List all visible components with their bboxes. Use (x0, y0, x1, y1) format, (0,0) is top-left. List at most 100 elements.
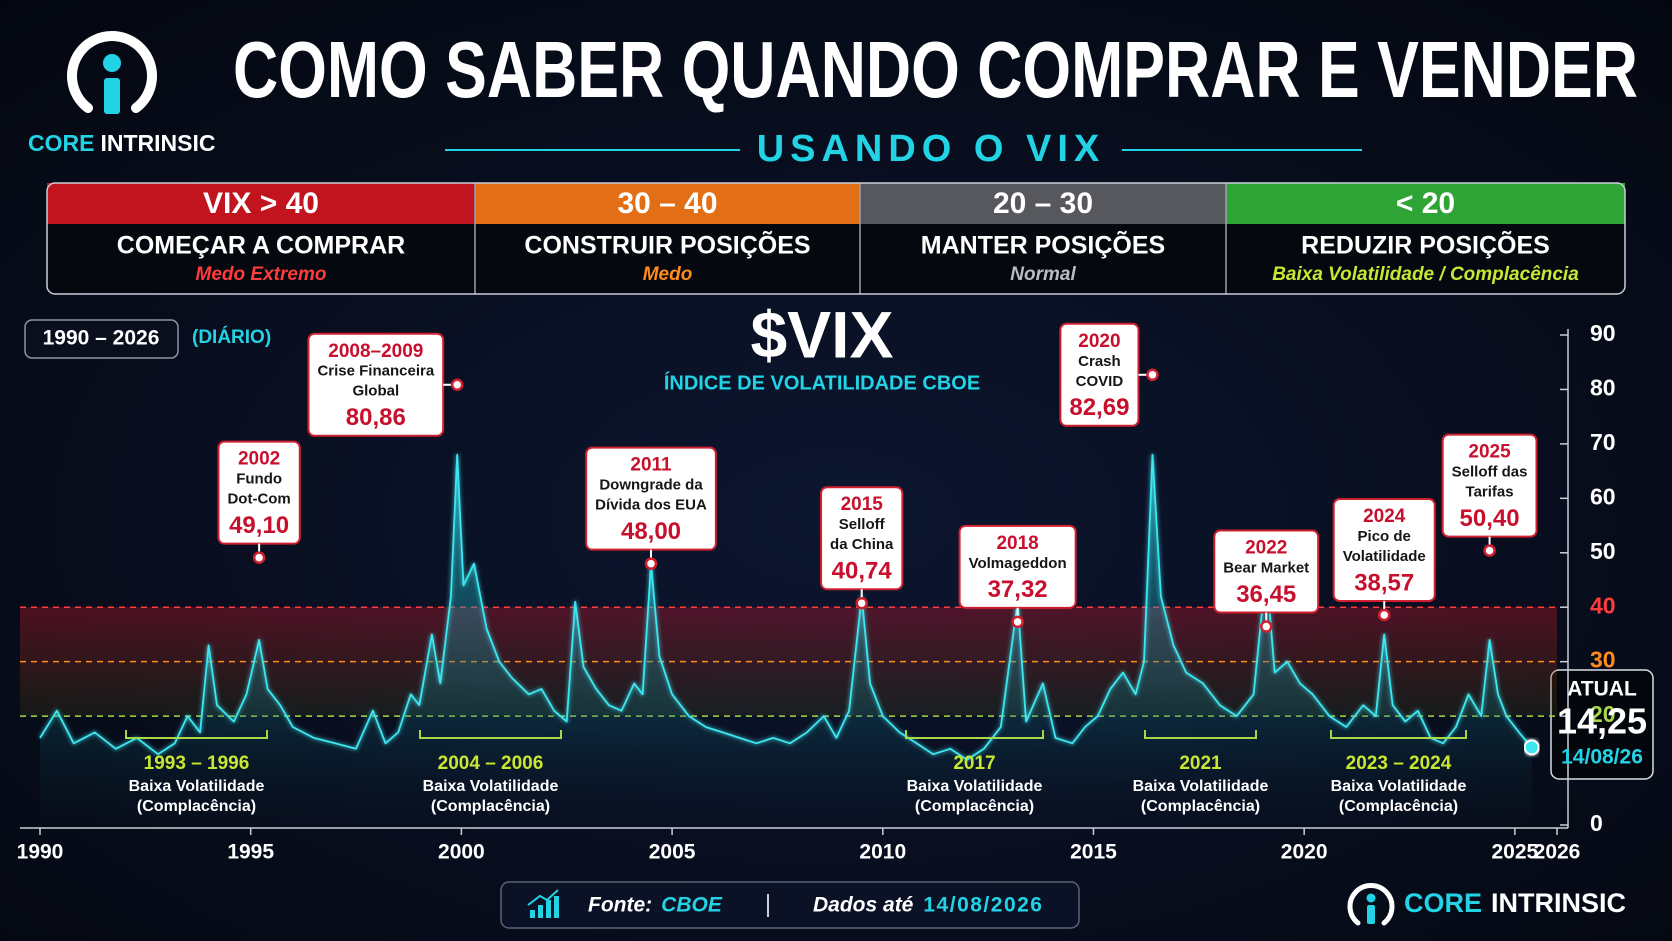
zone-header (1226, 183, 1625, 224)
zone-note: Medo Extremo (196, 264, 327, 285)
brand-intrinsic: INTRINSIC (100, 130, 215, 156)
annotation-text: Crise Financeira (317, 363, 434, 380)
y-tick-label: 60 (1590, 483, 1616, 509)
annotation-year: 2011 (630, 455, 672, 476)
annotation-text: da China (830, 536, 894, 553)
annotation-text: Global (352, 383, 399, 400)
annotation-year: 2020 (1078, 331, 1120, 352)
zones-frame (46, 182, 1626, 295)
chart-subtitle: ÍNDICE DE VOLATILIDADE CBOE (664, 371, 980, 394)
date: 14/08/2026 (923, 894, 1043, 917)
period-years: 1993 – 1996 (144, 753, 250, 774)
zone-range: 30 – 40 (617, 187, 717, 220)
x-tick-label: 2020 (1281, 841, 1328, 864)
period-text: Baixa Volatilidade (1331, 778, 1467, 795)
annotation-text: Downgrade da (599, 477, 703, 494)
annotation-marker (644, 557, 658, 570)
zone-note: Normal (1010, 264, 1076, 285)
zone-header (47, 183, 475, 224)
zone-note: Baixa Volatilidade / Complacência (1272, 264, 1579, 285)
period-bracket (125, 730, 268, 739)
annotation-marker (855, 596, 868, 610)
annotation-marker (1377, 608, 1391, 622)
annotation-value: 40,74 (832, 558, 893, 585)
annotation-year: 2008–2009 (328, 341, 423, 362)
x-tick-label: 2026 (1534, 841, 1581, 864)
brand-intrinsic: INTRINSIC (1491, 888, 1626, 918)
annotation-text: Crash (1078, 353, 1121, 370)
period-bracket (1330, 730, 1467, 739)
page-title: COMO SABER QUANDO COMPRAR E VENDER (233, 25, 1638, 114)
footer-box (500, 881, 1080, 929)
period-text: Baixa Volatilidade (423, 778, 559, 795)
annotation-value: 80,86 (346, 404, 406, 431)
x-tick-label: 1995 (227, 841, 274, 864)
brand-core: CORE (1404, 888, 1482, 918)
period-bracket (905, 730, 1044, 739)
period-bracket (1144, 730, 1257, 739)
zone-action: REDUZIR POSIÇÕES (1301, 230, 1550, 260)
current-label: ATUAL (1567, 678, 1637, 701)
current-value: 14,25 (1557, 701, 1647, 742)
zone-body (47, 224, 475, 294)
annotation-text: COVID (1076, 373, 1124, 390)
x-tick-label: 2015 (1070, 841, 1117, 864)
annotation-marker (450, 378, 464, 392)
frequency: (DIÁRIO) (192, 326, 271, 348)
annotation-year: 2015 (841, 494, 884, 515)
zone-action: MANTER POSIÇÕES (921, 230, 1165, 260)
annotation-year: 2022 (1245, 538, 1287, 559)
annotation-marker (1483, 544, 1496, 557)
y-tick-label: 0 (1590, 810, 1603, 836)
x-tick-label: 2010 (859, 841, 906, 864)
annotation-year: 2002 (238, 449, 280, 470)
annotation-year: 2024 (1363, 506, 1406, 527)
annotation-value: 82,69 (1069, 394, 1129, 421)
logo (67, 31, 157, 114)
annotation-text: Fundo (236, 471, 282, 488)
current-date: 14/08/26 (1561, 746, 1643, 769)
period-years: 2021 (1179, 753, 1222, 774)
period-years: 2023 – 2024 (1346, 753, 1452, 774)
annotation-value: 38,57 (1354, 569, 1414, 596)
annotation-text: Selloff (839, 516, 886, 533)
x-tick-label: 2000 (438, 841, 485, 864)
x-tick-label: 2005 (649, 841, 696, 864)
y-tick-label: 70 (1590, 429, 1616, 455)
annotation-value: 36,45 (1236, 581, 1296, 608)
annotation-text: Selloff das (1452, 464, 1528, 481)
period: 1990 – 2026 (43, 327, 160, 350)
y-tick-label: 80 (1590, 375, 1616, 401)
annotation-marker (1259, 620, 1273, 633)
zone-action: COMEÇAR A COMPRAR (117, 232, 405, 260)
y-tick-label: 90 (1590, 320, 1616, 346)
annotation-text: Volatilidade (1343, 548, 1426, 565)
period-text: Baixa Volatilidade (907, 778, 1043, 795)
annotation-marker (1011, 615, 1024, 629)
annotation-text: Volmageddon (969, 555, 1067, 572)
annotation-year: 2025 (1468, 442, 1511, 463)
annotation-text: Pico de (1358, 528, 1411, 545)
annotation-value: 37,32 (988, 576, 1048, 603)
period-text: (Complacência) (1141, 798, 1260, 815)
zone-range: VIX > 40 (203, 187, 319, 220)
zone-note: Medo (643, 264, 693, 285)
period-years: 2017 (953, 753, 995, 774)
period-text: (Complacência) (915, 798, 1034, 815)
y-tick-label: 30 (1590, 647, 1616, 673)
y-tick-label: 20 (1590, 701, 1616, 727)
period-text: (Complacência) (137, 798, 256, 815)
brand-core: CORE (28, 130, 94, 156)
current-marker (1523, 739, 1540, 756)
annotation-box (217, 440, 301, 545)
x-tick-label: 1990 (17, 841, 64, 864)
